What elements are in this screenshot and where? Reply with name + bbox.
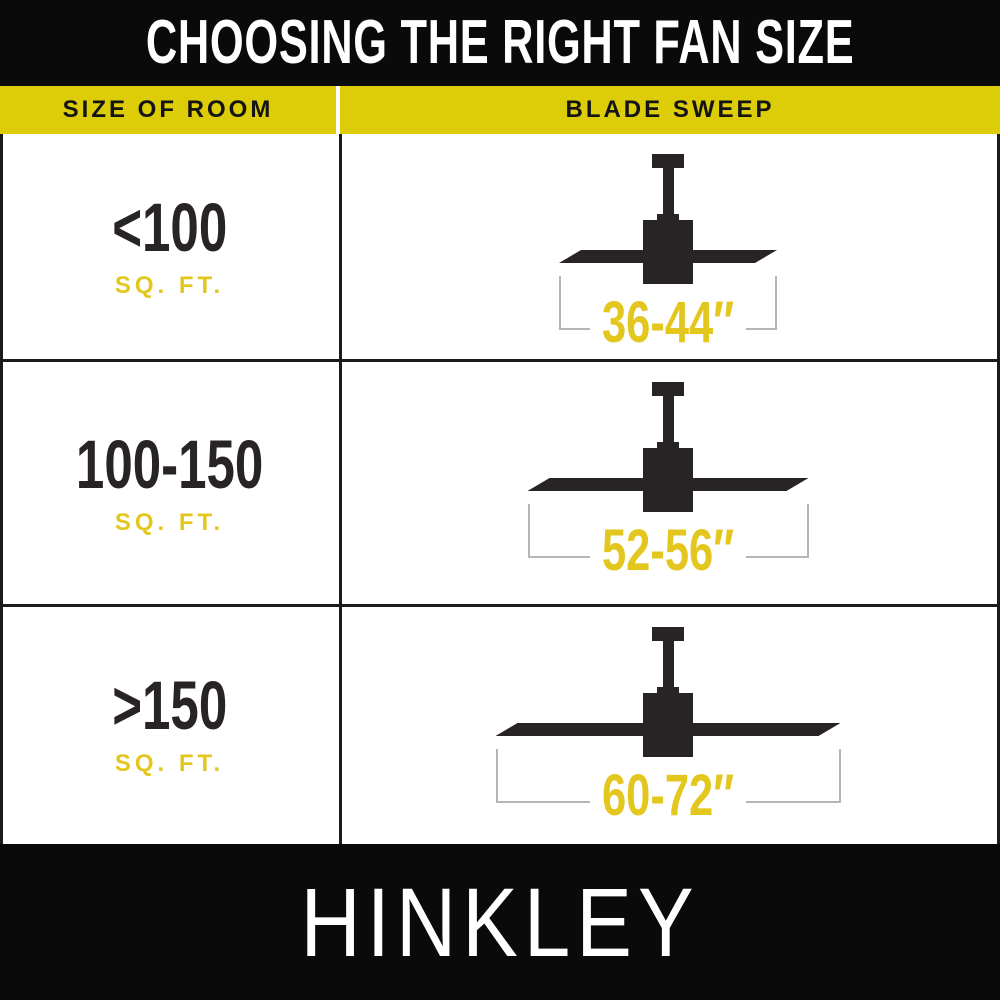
- fan-mount-icon: [652, 627, 684, 641]
- room-size-value: 100-150: [75, 425, 264, 503]
- room-size-unit: SQ. FT.: [114, 749, 225, 777]
- blade-sweep-value: 52-56″: [589, 522, 747, 580]
- column-header-room-label: SIZE OF ROOM: [62, 96, 274, 123]
- room-size-cell: <100 SQ. FT.: [3, 134, 336, 359]
- fan-coupler-icon: [657, 442, 679, 452]
- fan-blades-icon: [528, 478, 809, 491]
- brand-footer: HINKLEY: [0, 844, 1000, 1000]
- table-row: 100-150 SQ. FT. 52-56″: [3, 362, 997, 607]
- page-title: CHOOSING THE RIGHT FAN SIZE: [145, 8, 855, 77]
- blade-sweep-cell: 36-44″: [339, 134, 997, 359]
- column-header-row: SIZE OF ROOM BLADE SWEEP: [0, 86, 1000, 134]
- blade-sweep-value: 60-72″: [589, 767, 747, 825]
- fan-coupler-icon: [657, 687, 679, 697]
- fan-coupler-icon: [657, 214, 679, 224]
- fan-blades-icon: [496, 723, 841, 736]
- fan-downrod-icon: [663, 394, 674, 448]
- fan-mount-icon: [652, 154, 684, 168]
- fan-blades-icon: [559, 250, 777, 263]
- ceiling-fan-icon: 52-56″: [339, 362, 997, 604]
- table-row: >150 SQ. FT. 60-72″: [3, 607, 997, 841]
- ceiling-fan-icon: 60-72″: [339, 607, 997, 841]
- column-header-room: SIZE OF ROOM: [0, 86, 336, 134]
- room-size-unit: SQ. FT.: [114, 272, 225, 299]
- column-divider-white: [336, 86, 340, 134]
- title-bar: CHOOSING THE RIGHT FAN SIZE: [0, 0, 1000, 86]
- brand-logo: HINKLEY: [300, 867, 700, 977]
- ceiling-fan-icon: 36-44″: [339, 134, 997, 359]
- room-size-cell: >150 SQ. FT.: [3, 607, 336, 841]
- column-header-sweep: BLADE SWEEP: [340, 86, 1000, 134]
- fan-downrod-icon: [663, 639, 674, 693]
- fan-mount-icon: [652, 382, 684, 396]
- blade-sweep-cell: 52-56″: [339, 362, 997, 604]
- room-size-unit: SQ. FT.: [114, 508, 225, 536]
- blade-sweep-cell: 60-72″: [339, 607, 997, 841]
- room-size-cell: 100-150 SQ. FT.: [3, 362, 336, 604]
- room-size-value: <100: [111, 189, 227, 266]
- room-size-value: >150: [111, 666, 227, 744]
- fan-downrod-icon: [663, 166, 674, 220]
- column-header-sweep-label: BLADE SWEEP: [565, 96, 775, 123]
- blade-sweep-value: 36-44″: [589, 294, 747, 352]
- size-table: <100 SQ. FT. 36-44″ 100-150 SQ. FT.: [0, 134, 1000, 844]
- table-row: <100 SQ. FT. 36-44″: [3, 134, 997, 362]
- column-divider-line: [339, 134, 342, 844]
